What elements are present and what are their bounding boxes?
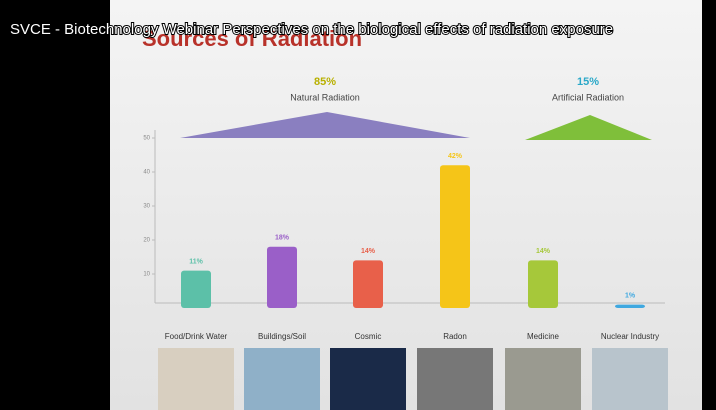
bar xyxy=(615,304,645,308)
group-bracket xyxy=(180,112,470,138)
x-tick-label: Buildings/Soil xyxy=(258,332,306,341)
group-share: 85% xyxy=(314,76,336,88)
y-tick-label: 40 xyxy=(143,170,150,176)
thumbnail xyxy=(417,348,493,410)
y-tick-label: 10 xyxy=(143,272,150,278)
x-tick-label: Nuclear Industry xyxy=(601,332,659,341)
value-label: 42% xyxy=(448,153,463,160)
x-tick-label: Radon xyxy=(443,332,467,341)
value-label: 18% xyxy=(275,235,290,242)
y-tick-label: 30 xyxy=(143,204,150,210)
y-tick-label: 20 xyxy=(143,238,150,244)
thumbnail xyxy=(158,348,234,410)
group-name: Natural Radiation xyxy=(290,92,360,102)
value-label: 1% xyxy=(625,292,636,299)
bar xyxy=(181,270,211,308)
bar xyxy=(440,165,470,308)
video-title: SVCE - Biotechnology Webinar Perspective… xyxy=(10,21,613,38)
y-tick-label: 50 xyxy=(143,136,150,142)
bar xyxy=(528,260,558,308)
group-share: 15% xyxy=(577,76,599,88)
value-label: 14% xyxy=(361,248,376,255)
x-tick-label: Cosmic xyxy=(355,332,382,341)
x-tick-label: Medicine xyxy=(527,332,560,341)
value-label: 14% xyxy=(536,248,551,255)
slide-title: Sources of Radiation xyxy=(142,26,362,51)
thumbnail xyxy=(592,348,668,410)
group-name: Artificial Radiation xyxy=(552,92,624,102)
thumbnail xyxy=(244,348,320,410)
value-label: 11% xyxy=(189,258,203,265)
thumbnail xyxy=(330,348,406,410)
slide xyxy=(110,0,702,410)
thumbnails xyxy=(158,348,668,410)
x-tick-label: Food/Drink Water xyxy=(165,332,228,341)
thumbnail xyxy=(505,348,581,410)
bar xyxy=(353,260,383,308)
bar xyxy=(267,246,297,308)
group-bracket xyxy=(525,115,652,140)
